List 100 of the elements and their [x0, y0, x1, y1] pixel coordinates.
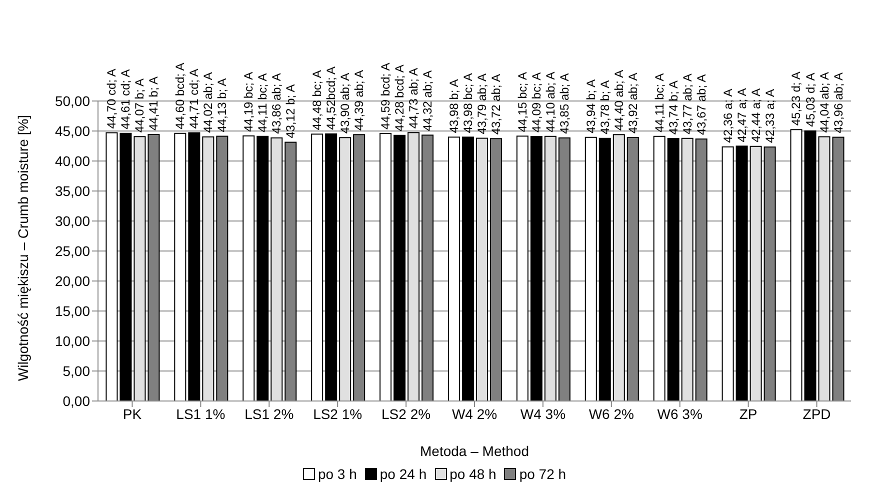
data-label: 43,98 b; A	[446, 79, 461, 134]
bar	[612, 134, 625, 401]
legend-label: po 72 h	[519, 466, 566, 482]
bar	[530, 136, 542, 401]
data-label: 43,92 ab; A	[626, 72, 640, 134]
y-tick-label: 15,00	[54, 302, 90, 319]
data-label: 43,72 ab; A	[488, 74, 503, 135]
data-label: 43,98 bc; A	[460, 73, 475, 134]
data-label: 44,71 cd; A	[187, 68, 202, 129]
y-tick-label: 5,00	[62, 362, 90, 379]
data-label: 44,52bcd; A	[324, 66, 338, 130]
y-tick-label: 50,00	[54, 92, 90, 109]
data-label: 44,73 ab; A	[406, 68, 421, 129]
data-label: 43,90 ab; A	[338, 72, 352, 134]
x-tick-label: LS2 1%	[313, 406, 362, 422]
data-label: 43,67 ab; A	[694, 74, 708, 135]
x-axis-title: Metoda – Method	[420, 443, 529, 459]
y-axis-title: Wilgotność miękiszu – Crumb moisture [%]	[14, 114, 31, 381]
legend-label: po 3 h	[318, 466, 357, 482]
x-tick-label: PK	[122, 406, 142, 422]
bar	[653, 136, 666, 401]
data-label: 43,96 ab; A	[831, 72, 846, 134]
data-label: 42,44 a; A	[748, 88, 763, 142]
data-label: 44,13 b; A	[215, 78, 230, 132]
data-label: 44,28 bcd; A	[392, 64, 407, 132]
y-tick-label: 10,00	[54, 332, 90, 349]
y-tick-label: 40,00	[54, 152, 90, 169]
data-label: 43,86 ab; A	[270, 73, 284, 134]
data-label: 44,10 ab; A	[543, 72, 558, 132]
bar	[325, 133, 338, 401]
x-tick-label: ZP	[739, 406, 758, 422]
data-label: 44,59 bcd; A	[378, 62, 393, 130]
data-label: 43,79 ab; A	[474, 74, 489, 134]
bar	[736, 146, 748, 401]
y-tick-label: 0,00	[62, 392, 90, 409]
data-label: 43,12 b; A	[284, 84, 298, 138]
bar	[584, 136, 597, 401]
bar	[804, 130, 816, 401]
y-tick-label: 35,00	[54, 182, 90, 199]
bar	[598, 138, 611, 401]
data-label: 44,07 b; A	[132, 78, 147, 133]
data-label: 44,11 bc; A	[652, 73, 666, 132]
bar	[448, 136, 460, 401]
bar	[516, 136, 528, 401]
bar	[120, 132, 132, 401]
bar	[270, 137, 283, 401]
data-label: 44,70 cd; A	[104, 68, 119, 129]
legend-label: po 24 h	[380, 466, 427, 482]
data-label: 42,47 a; A	[734, 88, 749, 142]
bar	[722, 146, 734, 401]
y-tick-label: 45,00	[54, 122, 90, 139]
data-label: 44,39 ab; A	[352, 70, 366, 131]
bar	[476, 138, 488, 401]
x-tick-label: LS1 1%	[176, 406, 226, 422]
data-label: 44,60 bcd; A	[173, 62, 188, 130]
data-label: 43,77 ab; A	[680, 74, 694, 134]
data-label: 43,78 b; A	[598, 80, 612, 134]
data-label: 44,15 bc; A	[515, 72, 530, 132]
data-label: 44,19 bc; A	[242, 72, 256, 132]
bar	[106, 132, 118, 401]
data-label: 44,40 ab; A	[612, 70, 626, 131]
bar	[462, 136, 474, 401]
data-label: 45,03 d; A	[803, 72, 818, 127]
data-label: 44,32 ab; A	[420, 70, 435, 132]
data-label: 43,74 b; A	[666, 80, 680, 135]
data-label: 43,94 b; A	[584, 79, 598, 134]
data-label: 44,41 b; A	[146, 76, 161, 131]
x-tick-label: LS2 2%	[382, 406, 431, 422]
data-label: 44,11 bc; A	[256, 73, 270, 132]
x-tick-label: ZPD	[802, 406, 831, 422]
bar	[667, 138, 680, 401]
bar	[174, 132, 186, 401]
data-label: 44,61 cd; A	[118, 69, 133, 130]
data-label: 44,09 bc; A	[529, 72, 544, 132]
data-label: 45,23 d; A	[789, 72, 804, 126]
data-label: 42,36 a; A	[720, 88, 735, 143]
x-tick-label: W6 3%	[657, 406, 702, 422]
x-tick-label: LS1 2%	[244, 406, 294, 422]
data-label: 44,48 bc; A	[310, 70, 324, 130]
bar	[750, 146, 762, 401]
bar	[394, 134, 406, 401]
y-tick-label: 20,00	[54, 272, 90, 289]
legend-label: po 48 h	[450, 466, 496, 482]
x-tick-label: W6 2%	[588, 406, 634, 422]
bar	[544, 136, 556, 401]
bar	[202, 136, 214, 401]
bar	[408, 132, 420, 401]
bar	[681, 138, 694, 401]
x-tick-label: W4 2%	[452, 406, 498, 422]
bar	[311, 134, 324, 401]
data-label: 44,04 ab; A	[817, 72, 832, 133]
bar	[242, 135, 255, 401]
bar	[188, 132, 200, 401]
data-label: 43,85 ab; A	[557, 73, 572, 134]
y-tick-label: 30,00	[54, 212, 90, 229]
y-tick-label: 25,00	[54, 242, 90, 259]
bar	[380, 132, 392, 401]
bar	[339, 137, 352, 401]
data-label: 44,02 ab; A	[201, 72, 216, 133]
data-label: 42,33 a; A	[762, 88, 777, 144]
